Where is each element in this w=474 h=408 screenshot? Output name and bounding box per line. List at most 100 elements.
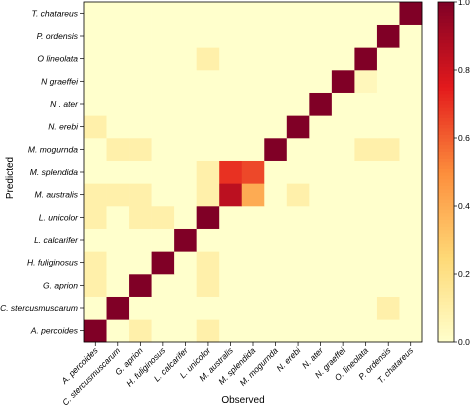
heatmap-cell-8-10 bbox=[309, 138, 333, 161]
y-tick-label: N graeffei bbox=[41, 76, 79, 86]
colorbar-band bbox=[438, 229, 454, 234]
colorbar-band bbox=[438, 308, 454, 312]
colorbar-band bbox=[438, 318, 454, 322]
colorbar-band bbox=[438, 83, 454, 88]
heatmap-cell-10-14 bbox=[399, 92, 423, 116]
heatmap-cell-9-11 bbox=[331, 115, 355, 139]
colorbar-band bbox=[438, 202, 454, 207]
colorbar-band bbox=[438, 110, 454, 115]
heatmap-cell-7-4 bbox=[174, 160, 197, 184]
y-tick-label: G. aprion bbox=[43, 280, 78, 290]
heatmap-cell-14-12 bbox=[354, 2, 378, 25]
heatmap-cell-8-14 bbox=[399, 138, 423, 161]
heatmap-cell-1-1 bbox=[106, 296, 130, 320]
heatmap-cell-9-4 bbox=[174, 115, 197, 139]
colorbar-band bbox=[438, 236, 454, 241]
colorbar-band bbox=[438, 253, 454, 258]
heatmap-cell-12-12 bbox=[354, 47, 378, 71]
colorbar-band bbox=[438, 131, 454, 135]
heatmap-cell-14-7 bbox=[241, 2, 265, 25]
colorbar-band bbox=[438, 73, 454, 78]
colorbar-band bbox=[438, 263, 454, 268]
heatmap-cell-4-10 bbox=[309, 228, 333, 252]
colorbar-band bbox=[438, 304, 454, 309]
heatmap-cell-13-5 bbox=[196, 24, 220, 48]
colorbar-band bbox=[438, 49, 454, 54]
y-tick-label: M. splendida bbox=[30, 167, 78, 177]
heatmap-cell-12-4 bbox=[174, 47, 197, 71]
colorbar-band bbox=[438, 206, 454, 210]
heatmap-cell-8-3 bbox=[151, 138, 175, 161]
heatmap-cell-12-3 bbox=[151, 47, 175, 71]
colorbar-band bbox=[438, 168, 454, 173]
colorbar-band bbox=[438, 325, 454, 329]
colorbar-band bbox=[438, 301, 454, 305]
heatmap-cell-7-9 bbox=[286, 160, 310, 184]
heatmap-cell-1-6 bbox=[219, 296, 243, 320]
heatmap-cell-3-7 bbox=[241, 251, 265, 275]
colorbar-band bbox=[438, 53, 454, 57]
heatmap-cell-3-10 bbox=[309, 251, 333, 275]
heatmap-cell-14-0 bbox=[84, 2, 107, 25]
heatmap-cell-1-3 bbox=[151, 296, 175, 320]
heatmap-cell-2-8 bbox=[264, 274, 288, 297]
heatmap-cell-1-5 bbox=[196, 296, 220, 320]
colorbar-band bbox=[438, 104, 454, 108]
heatmap-cell-2-9 bbox=[286, 274, 310, 297]
colorbar-band bbox=[438, 178, 454, 183]
heatmap-cell-0-3 bbox=[151, 319, 175, 343]
heatmap-cell-9-3 bbox=[151, 115, 175, 139]
heatmap-cell-8-4 bbox=[174, 138, 197, 161]
colorbar-band bbox=[438, 274, 454, 278]
colorbar-band bbox=[438, 97, 454, 101]
heatmap-cell-11-8 bbox=[264, 70, 288, 93]
heatmap-cell-12-7 bbox=[241, 47, 265, 71]
heatmap-cell-2-11 bbox=[331, 274, 355, 297]
colorbar: 0.0 0.2 0.4 0.6 0.8 1.0 bbox=[437, 0, 470, 347]
heatmap-cell-2-7 bbox=[241, 274, 265, 297]
heatmap-cell-6-6 bbox=[219, 183, 243, 207]
colorbar-band bbox=[438, 29, 454, 33]
heatmap-cell-12-2 bbox=[129, 47, 152, 71]
colorbar-band bbox=[438, 59, 454, 64]
heatmap-cell-11-13 bbox=[376, 70, 400, 93]
colorbar-band bbox=[438, 223, 454, 227]
heatmap-cell-0-5 bbox=[196, 319, 220, 343]
heatmap-cell-9-5 bbox=[196, 115, 220, 139]
heatmap-cell-11-7 bbox=[241, 70, 265, 93]
colorbar-band bbox=[438, 294, 454, 299]
heatmap-cell-13-0 bbox=[84, 24, 107, 48]
colorbar-band bbox=[438, 39, 454, 44]
heatmap-cell-4-12 bbox=[354, 228, 378, 252]
heatmap-cell-8-1 bbox=[106, 138, 130, 161]
heatmap-cell-10-9 bbox=[286, 92, 310, 116]
colorbar-tick-label: 0.0 bbox=[458, 337, 470, 347]
colorbar-band bbox=[438, 287, 454, 292]
heatmap-cell-7-1 bbox=[106, 160, 130, 184]
heatmap-cell-4-6 bbox=[219, 228, 243, 252]
heatmap-cell-0-0 bbox=[84, 319, 107, 343]
heatmap-cell-7-7 bbox=[241, 160, 265, 184]
colorbar-band bbox=[438, 70, 454, 74]
colorbar-band bbox=[438, 56, 454, 61]
heatmap-cell-7-10 bbox=[309, 160, 333, 184]
colorbar-band bbox=[438, 138, 454, 142]
heatmap-cell-12-14 bbox=[399, 47, 423, 71]
heatmap-cell-14-9 bbox=[286, 2, 310, 25]
colorbar-band bbox=[438, 46, 454, 50]
heatmap-cell-11-9 bbox=[286, 70, 310, 93]
heatmap-cell-4-8 bbox=[264, 228, 288, 252]
y-tick-label: T. chatareus bbox=[32, 8, 79, 18]
heatmap-cell-10-4 bbox=[174, 92, 197, 116]
x-tick-label: N. erebi bbox=[274, 345, 303, 374]
heatmap-cell-11-12 bbox=[354, 70, 378, 93]
colorbar-band bbox=[438, 161, 454, 166]
heatmap-cell-4-2 bbox=[129, 228, 152, 252]
colorbar-band bbox=[438, 284, 454, 288]
heatmap-cell-12-5 bbox=[196, 47, 220, 71]
heatmap-cell-14-14 bbox=[399, 2, 423, 25]
heatmap-cell-3-6 bbox=[219, 251, 243, 275]
colorbar-band bbox=[438, 338, 454, 343]
heatmap-cell-13-6 bbox=[219, 24, 243, 48]
colorbar-band bbox=[438, 311, 454, 316]
